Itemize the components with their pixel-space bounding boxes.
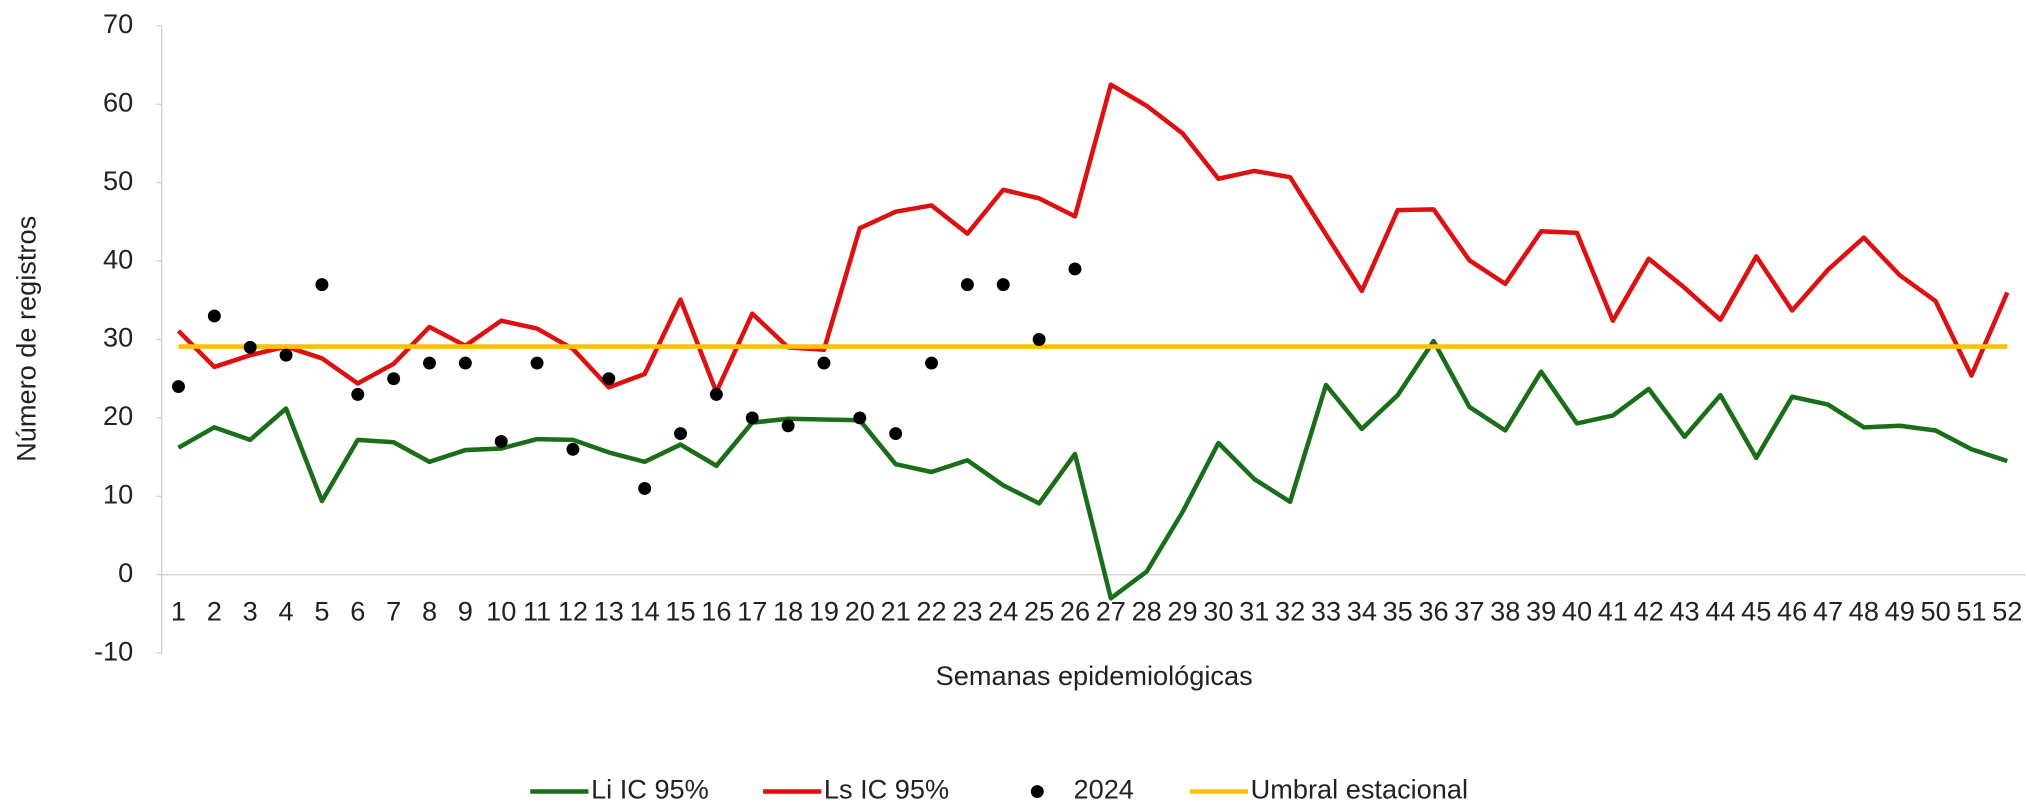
legend-label: 2024 xyxy=(1073,774,1133,805)
x-tick-label: 21 xyxy=(881,596,911,627)
x-tick-label: 45 xyxy=(1741,596,1771,627)
data-point xyxy=(172,380,185,394)
x-tick-label: 10 xyxy=(486,596,516,627)
x-tick-label: 22 xyxy=(916,596,946,627)
y-tick-label: 60 xyxy=(103,86,133,117)
x-tick-label: 34 xyxy=(1347,596,1377,627)
x-tick-label: 4 xyxy=(279,596,294,627)
data-point xyxy=(423,356,436,370)
y-tick-label: 20 xyxy=(103,400,133,431)
x-tick-label: 16 xyxy=(701,596,731,627)
x-tick-label: 40 xyxy=(1562,596,1592,627)
x-tick-label: 32 xyxy=(1275,596,1305,627)
y-tick-label: 40 xyxy=(103,243,133,274)
y-tick-label: 50 xyxy=(103,165,133,196)
legend-label: Li IC 95% xyxy=(591,774,709,805)
data-point xyxy=(279,348,293,362)
data-point xyxy=(351,387,365,401)
x-tick-label: 39 xyxy=(1526,596,1556,627)
data-point xyxy=(1032,333,1046,346)
x-tick-label: 38 xyxy=(1490,596,1520,627)
x-tick-label: 50 xyxy=(1920,596,1950,627)
data-point xyxy=(387,372,401,386)
x-tick-label: 30 xyxy=(1203,596,1233,627)
data-point xyxy=(315,278,329,292)
legend-label: Umbral estacional xyxy=(1251,774,1468,805)
x-tick-label: 31 xyxy=(1239,596,1269,627)
x-tick-label: 29 xyxy=(1167,596,1197,627)
x-tick-label: 33 xyxy=(1311,596,1341,627)
x-tick-label: 35 xyxy=(1383,596,1413,627)
data-point xyxy=(853,411,867,425)
y-tick-label: 10 xyxy=(103,479,133,510)
x-tick-label: 3 xyxy=(243,596,258,627)
data-point xyxy=(817,356,831,370)
data-point xyxy=(1068,262,1082,276)
data-point xyxy=(960,278,974,292)
legend-label: Ls IC 95% xyxy=(824,774,949,805)
x-tick-label: 46 xyxy=(1777,596,1807,627)
x-tick-label: 43 xyxy=(1669,596,1699,627)
x-tick-label: 2 xyxy=(207,596,222,627)
x-tick-label: 42 xyxy=(1634,596,1664,627)
x-tick-label: 47 xyxy=(1813,596,1843,627)
data-point xyxy=(674,427,687,441)
x-tick-label: 19 xyxy=(809,596,839,627)
x-tick-label: 52 xyxy=(1992,596,2022,627)
x-tick-label: 25 xyxy=(1024,596,1054,627)
x-tick-label: 23 xyxy=(952,596,982,627)
y-axis-label: Número de registros xyxy=(11,216,42,462)
series-line xyxy=(177,338,2009,601)
x-tick-label: 18 xyxy=(773,596,803,627)
x-tick-label: 48 xyxy=(1849,596,1879,627)
data-point xyxy=(243,340,257,354)
data-point xyxy=(745,411,759,425)
x-tick-label: 26 xyxy=(1060,596,1090,627)
data-point xyxy=(566,442,580,456)
series-line xyxy=(176,82,2010,395)
data-point xyxy=(996,278,1010,292)
x-tick-label: 24 xyxy=(988,596,1018,627)
data-point xyxy=(889,427,903,441)
x-tick-label: 8 xyxy=(422,596,437,627)
data-point xyxy=(709,387,723,401)
x-tick-label: 15 xyxy=(665,596,695,627)
data-point xyxy=(207,309,221,323)
x-tick-label: 17 xyxy=(737,596,767,627)
y-tick-label: 30 xyxy=(103,322,133,353)
x-tick-label: 9 xyxy=(458,596,473,627)
x-tick-label: 5 xyxy=(314,596,329,627)
x-tick-label: 6 xyxy=(350,596,365,627)
x-tick-label: 51 xyxy=(1956,596,1986,627)
data-point xyxy=(925,356,938,370)
x-tick-label: 36 xyxy=(1418,596,1448,627)
y-tick-label: -10 xyxy=(94,635,133,666)
data-point xyxy=(602,372,616,386)
x-tick-label: 1 xyxy=(171,596,186,627)
y-tick-label: 0 xyxy=(118,557,133,588)
x-axis-label: Semanas epidemiológicas xyxy=(936,660,1253,691)
legend-marker xyxy=(1030,785,1044,799)
x-tick-label: 28 xyxy=(1132,596,1162,627)
x-tick-label: 11 xyxy=(523,596,551,627)
x-tick-label: 12 xyxy=(558,596,588,627)
data-point xyxy=(781,419,795,433)
x-tick-label: 14 xyxy=(630,596,660,627)
data-point xyxy=(494,434,508,448)
x-tick-label: 13 xyxy=(594,596,624,627)
x-tick-label: 7 xyxy=(386,596,401,627)
data-point xyxy=(530,356,544,370)
x-tick-label: 20 xyxy=(845,596,875,627)
data-point xyxy=(458,356,472,370)
x-tick-label: 41 xyxy=(1598,596,1628,627)
x-tick-label: 37 xyxy=(1454,596,1484,627)
y-tick-label: 70 xyxy=(103,8,133,39)
x-tick-label: 27 xyxy=(1096,596,1126,627)
x-tick-label: 49 xyxy=(1885,596,1915,627)
data-point xyxy=(638,482,652,495)
x-tick-label: 44 xyxy=(1705,596,1735,627)
